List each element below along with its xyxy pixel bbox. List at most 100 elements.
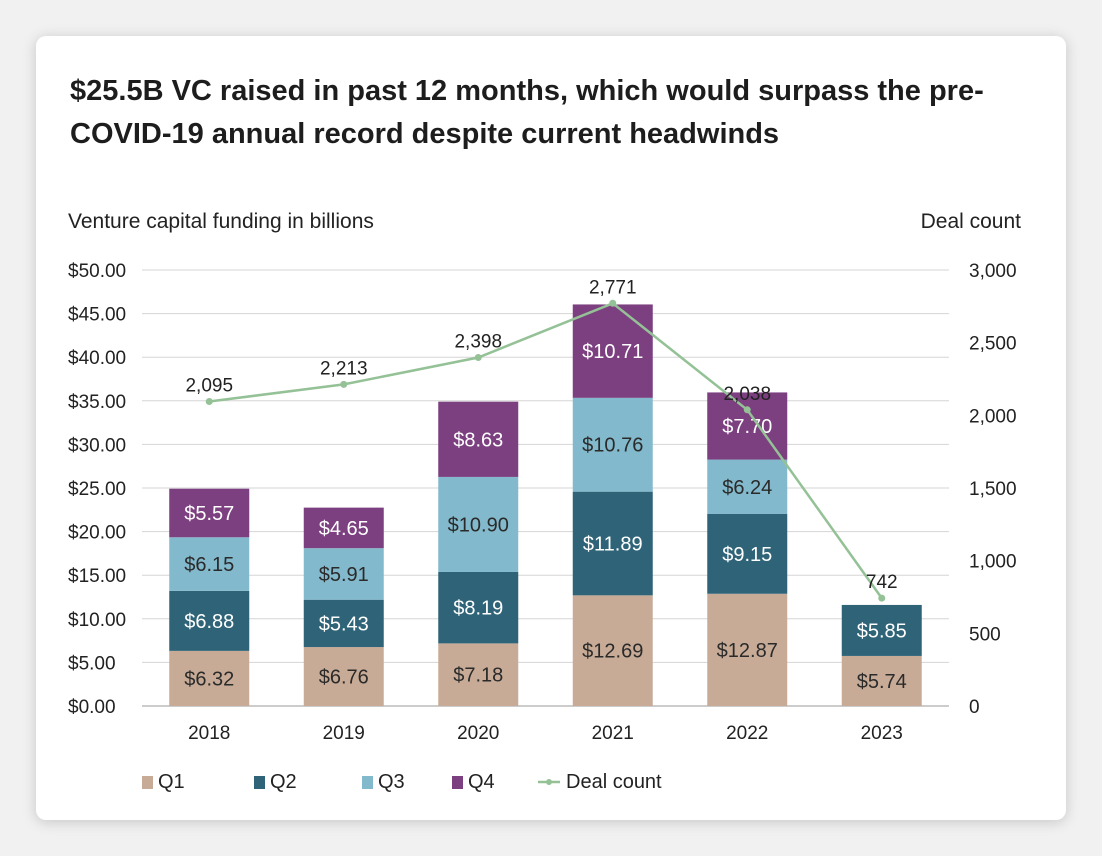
y-axis-ticks: $0.00 $5.00 $10.00 $15.00 $20.00 $25.00 $30.00… xyxy=(68,261,126,718)
deal-count-point xyxy=(878,594,886,602)
y2-tick-label: 3,000 xyxy=(969,261,1017,282)
bar-segment-label: $10.76 xyxy=(582,435,643,457)
y-tick-label: $0.00 xyxy=(68,697,116,718)
bars: $6.32 $6.88 $6.15 $5.57 $6.76 $5.43 $5.91 $4.65… xyxy=(169,304,922,706)
bar-segment-label: $8.19 xyxy=(453,598,503,620)
bar-segment xyxy=(707,593,788,706)
y-tick-label: $40.00 xyxy=(68,348,126,369)
stacked-bar-chart: Venture capital funding in billions Deal… xyxy=(68,210,1022,793)
bar-segment-label: $5.74 xyxy=(857,671,907,693)
bar-segment-label: $8.63 xyxy=(453,429,503,451)
deal-count-point xyxy=(474,353,482,361)
bar-segment-label: $7.18 xyxy=(453,665,503,687)
bar-segment xyxy=(303,507,384,549)
y2-tick-label: 2,000 xyxy=(969,406,1017,427)
bar-segment-label: $4.65 xyxy=(319,518,369,540)
bar-segment-label: $5.57 xyxy=(184,503,234,525)
bar-segment-label: $6.76 xyxy=(319,667,369,689)
bar-segment xyxy=(572,595,653,706)
x-axis-categories: 2018 2019 2020 2021 2022 2023 xyxy=(188,723,903,744)
deal-count-point xyxy=(609,299,617,307)
y2-tick-label: 1,000 xyxy=(969,552,1017,573)
bar-segment-label: $5.85 xyxy=(857,620,907,642)
bar-segment-label: $5.43 xyxy=(319,613,369,635)
bar-segment xyxy=(572,397,653,492)
bar-segment-label: $12.87 xyxy=(717,640,778,662)
legend-label: Q3 xyxy=(378,771,405,793)
y-tick-label: $20.00 xyxy=(68,523,126,544)
deal-count-point xyxy=(205,398,213,406)
x-category-label: 2022 xyxy=(726,723,768,744)
deal-count-line: 2,095 2,213 2,398 2,771 2,038 742 xyxy=(185,277,898,602)
bar-segment xyxy=(303,599,384,648)
deal-count-label: 2,038 xyxy=(723,384,771,405)
x-category-label: 2023 xyxy=(861,723,903,744)
y-tick-label: $5.00 xyxy=(68,653,116,674)
bar-segment-label: $12.69 xyxy=(582,641,643,663)
chart-title: $25.5B VC raised in past 12 months, whic… xyxy=(70,75,984,150)
legend-swatch xyxy=(254,776,265,789)
bar-segment xyxy=(841,604,922,656)
y-tick-label: $35.00 xyxy=(68,392,126,413)
bar-segment xyxy=(169,537,250,591)
chart-card: $25.5B VC raised in past 12 months, whic… xyxy=(36,36,1066,820)
legend-label: Deal count xyxy=(566,771,662,793)
bar-segment xyxy=(438,401,519,477)
y2-axis-ticks: 0 500 1,000 1,500 2,000 2,500 3,000 xyxy=(969,261,1017,718)
bar-segment-label: $11.89 xyxy=(583,534,643,556)
bar-segment xyxy=(841,655,922,706)
y-tick-label: $50.00 xyxy=(68,261,126,282)
bar-segment xyxy=(169,650,250,706)
deal-count-point xyxy=(340,380,348,388)
bar-segment xyxy=(169,590,250,651)
legend-label: Q4 xyxy=(468,771,495,793)
y-tick-label: $30.00 xyxy=(68,435,126,456)
bar-segment xyxy=(303,647,384,706)
bar-segment xyxy=(169,488,250,538)
bar-segment xyxy=(438,476,519,572)
bar-segment-label: $9.15 xyxy=(722,544,772,566)
x-category-label: 2020 xyxy=(457,723,499,744)
y2-tick-label: 2,500 xyxy=(969,334,1017,355)
bar-segment xyxy=(707,513,788,594)
y2-axis-title: Deal count xyxy=(921,210,1022,233)
deal-count-label: 2,398 xyxy=(454,331,502,352)
legend-label: Q2 xyxy=(270,771,297,793)
bar-segment-label: $7.70 xyxy=(722,416,772,438)
bar-segment xyxy=(572,304,653,398)
bar-segment-label: $6.24 xyxy=(722,477,772,499)
y-tick-label: $10.00 xyxy=(68,610,126,631)
y-axis-title: Venture capital funding in billions xyxy=(68,210,374,233)
deal-count-label: 742 xyxy=(866,572,898,593)
deal-count-label: 2,095 xyxy=(185,376,233,397)
deal-count-path xyxy=(209,301,883,599)
bar-segment-label: $10.71 xyxy=(582,341,643,363)
y2-tick-label: 1,500 xyxy=(969,479,1017,500)
deal-count-point xyxy=(743,406,751,414)
deal-count-label: 2,213 xyxy=(320,358,368,379)
bar-segment xyxy=(572,491,653,596)
bar-segment xyxy=(438,571,519,644)
y2-tick-label: 0 xyxy=(969,697,980,718)
bar-segment-label: $10.90 xyxy=(448,514,509,536)
bar-segment xyxy=(438,643,519,706)
legend-swatch xyxy=(452,776,463,789)
y2-tick-label: 500 xyxy=(969,624,1001,645)
y-tick-label: $25.00 xyxy=(68,479,126,500)
gridlines xyxy=(142,269,949,707)
x-category-label: 2018 xyxy=(188,723,230,744)
bar-segment xyxy=(707,459,788,514)
bar-segment-label: $6.88 xyxy=(184,611,234,633)
legend-line-marker xyxy=(546,779,552,785)
legend-swatch xyxy=(362,776,373,789)
bar-segment-label: $5.91 xyxy=(319,564,369,586)
y-tick-label: $15.00 xyxy=(68,566,126,587)
legend-swatch xyxy=(142,776,153,789)
y-tick-label: $45.00 xyxy=(68,305,126,326)
bar-segment-label: $6.32 xyxy=(184,668,234,690)
legend-label: Q1 xyxy=(158,771,185,793)
bar-segment-label: $6.15 xyxy=(184,554,234,576)
x-category-label: 2021 xyxy=(592,723,634,744)
bar-segment xyxy=(303,548,384,600)
x-category-label: 2019 xyxy=(323,723,365,744)
